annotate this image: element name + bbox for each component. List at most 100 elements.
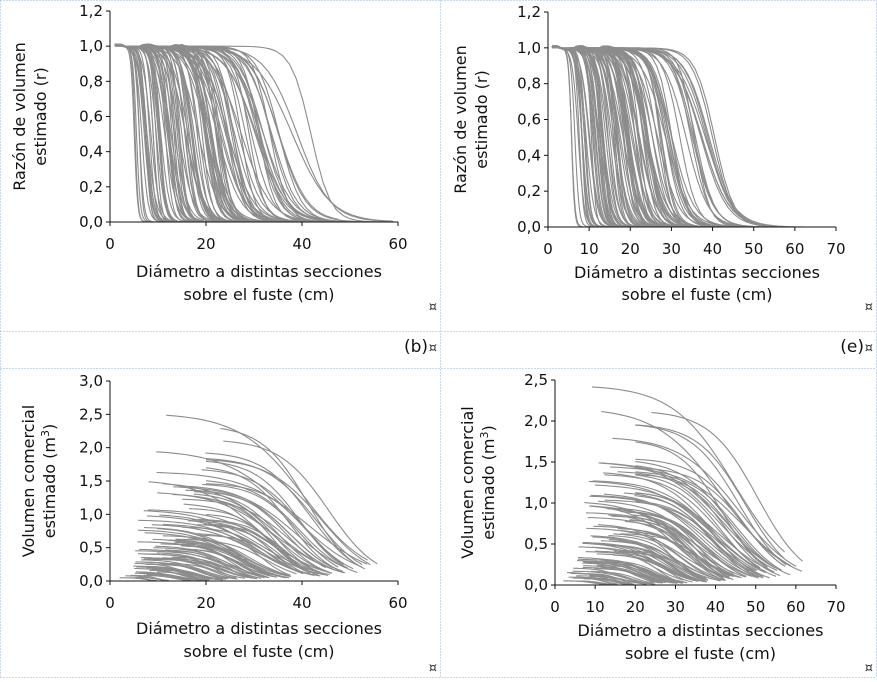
panel-label-b: (b) <box>404 337 428 357</box>
series-line <box>141 559 238 580</box>
series-line <box>583 561 672 583</box>
series-line <box>591 386 785 553</box>
x-axis-label-line: sobre el fuste (cm) <box>184 642 335 661</box>
y-axis-label: Razón de volumen estimado (r) <box>10 42 50 190</box>
x-tick-label: 60 <box>388 594 407 612</box>
x-tick-label: 70 <box>826 240 845 258</box>
y-axis-label-line: Volumen comercial <box>458 406 477 558</box>
series-line <box>635 424 785 560</box>
y-tick-label: 0,4 <box>517 146 541 164</box>
x-tick-label: 30 <box>662 240 681 258</box>
x-axis-label-line: Diámetro a distintas secciones <box>136 619 382 638</box>
x-tick-label: 0 <box>550 598 560 616</box>
y-tick-label: 2,0 <box>524 412 548 430</box>
series-line <box>611 515 734 574</box>
y-tick-label: 0,2 <box>517 182 541 200</box>
series-line <box>613 533 720 581</box>
series-line <box>594 568 666 584</box>
y-tick-label: 0,6 <box>517 111 541 129</box>
series-line <box>593 525 735 578</box>
y-tick-label: 1,0 <box>79 505 103 523</box>
series-line <box>584 502 740 578</box>
series-line <box>166 414 368 561</box>
series-line <box>193 491 332 574</box>
y-tick-label: 1,0 <box>79 37 103 55</box>
series-line <box>205 452 357 565</box>
series-line <box>205 459 371 566</box>
series-line <box>603 493 761 578</box>
cell-marker: ¤ <box>865 661 873 676</box>
series-line <box>598 500 753 577</box>
series-line <box>149 562 226 580</box>
chart-3: 0,0 0,5 1,0 1,5 2,0 2,5 3,0 0 20 40 60 Volumen come… <box>19 372 408 661</box>
series-line <box>604 499 758 571</box>
series-line <box>152 538 277 578</box>
series-line <box>594 484 775 573</box>
y-tick-label: 0,2 <box>79 178 103 196</box>
cell-marker: ¤ <box>429 661 437 676</box>
x-tick-label: 40 <box>703 240 722 258</box>
series-line <box>635 465 781 577</box>
y-axis-label-line: Razón de volumen <box>451 45 470 193</box>
y-tick-label: 1,5 <box>524 453 548 471</box>
cell-marker: ¤ <box>865 300 873 315</box>
curve-group <box>114 43 394 223</box>
y-tick-label: 0,0 <box>517 218 541 236</box>
series-line <box>205 480 358 574</box>
series-line <box>137 529 290 576</box>
x-axis-label-line: sobre el fuste (cm) <box>622 285 773 304</box>
series-line <box>612 437 797 567</box>
x-tick-label: 10 <box>580 240 599 258</box>
series-line <box>139 548 268 579</box>
series-line <box>137 541 274 576</box>
series-line <box>599 543 704 579</box>
y-tick-label: 0,6 <box>79 108 103 126</box>
y-tick-label: 1,2 <box>517 3 541 21</box>
cell-marker: ¤ <box>429 300 437 315</box>
x-tick-label: 30 <box>666 598 685 616</box>
series-line <box>205 467 344 573</box>
y-tick-label: 3,0 <box>79 372 103 390</box>
series-line <box>143 553 247 578</box>
x-tick-label: 10 <box>586 598 605 616</box>
series-line <box>635 492 770 579</box>
series-line <box>220 427 366 570</box>
curve-group <box>119 414 378 582</box>
series-line <box>608 538 707 583</box>
series-line <box>623 492 764 578</box>
y-axis-label-line: estimado (m3) <box>478 425 499 539</box>
x-tick-label: 50 <box>746 598 765 616</box>
series-line <box>600 462 778 571</box>
y-axis-label-line: estimado (r) <box>472 70 491 168</box>
series-line <box>156 451 363 568</box>
x-tick-label: 0 <box>543 240 553 258</box>
chart-2: 0,0 0,2 0,4 0,6 0,8 1,0 1,2 0 10 20 30 40 50 60 70 Razó… <box>451 3 846 304</box>
y-axis-label: Razón de volumen estimado (r) <box>451 45 491 193</box>
y-axis-label-line: Volumen comercial <box>19 405 38 557</box>
y-axis-label-line: estimado (m3) <box>39 424 60 538</box>
series-line <box>162 483 345 574</box>
y-axis-label-line: estimado (r) <box>31 67 50 165</box>
curve-group <box>551 45 803 228</box>
y-tick-label: 2,5 <box>524 371 548 389</box>
y-tick-label: 0,5 <box>524 535 548 553</box>
series-line <box>603 472 766 574</box>
series-line <box>635 441 774 573</box>
series-line <box>201 469 354 570</box>
series-line <box>576 560 676 583</box>
series-line <box>146 515 328 576</box>
x-tick-label: 70 <box>826 598 845 616</box>
x-tick-label: 50 <box>744 240 763 258</box>
series-line <box>586 573 632 584</box>
series-line <box>597 524 726 581</box>
series-line <box>223 440 378 565</box>
x-tick-label: 0 <box>105 235 115 253</box>
series-line <box>172 493 326 572</box>
series-line <box>635 424 787 566</box>
chart-4: 0,0 0,5 1,0 1,5 2,0 2,5 0 10 20 30 40 50 60 70 Volumen… <box>458 371 846 663</box>
y-tick-label: 1,5 <box>79 472 103 490</box>
series-line <box>582 562 660 584</box>
series-line <box>609 466 792 567</box>
series-line <box>590 535 726 582</box>
series-line <box>592 536 721 582</box>
